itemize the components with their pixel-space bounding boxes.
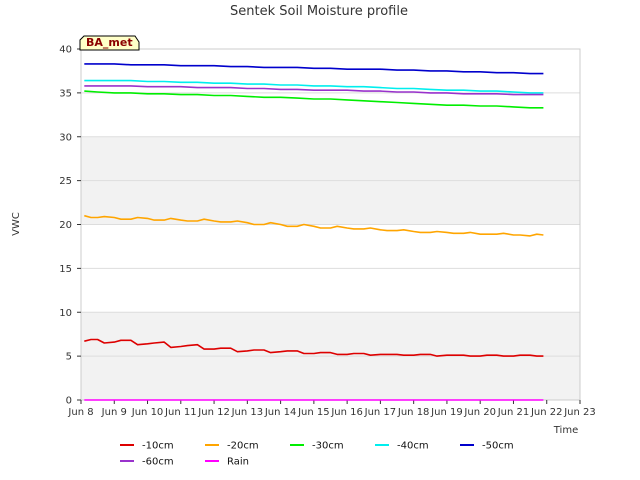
legend-label: -20cm <box>227 441 259 452</box>
plot-band <box>81 136 580 181</box>
x-tick-label: Jun 12 <box>197 407 230 418</box>
y-tick-label: 30 <box>59 132 72 143</box>
x-tick-label: Jun 10 <box>131 407 164 418</box>
x-tick-label: Jun 14 <box>264 407 297 418</box>
plot-band <box>81 356 580 400</box>
plot-band <box>81 312 580 357</box>
legend-label: -50cm <box>482 441 514 452</box>
x-tick-label: Jun 8 <box>67 407 93 418</box>
series-line-40cm <box>84 79 544 94</box>
y-tick-label: 5 <box>66 352 72 363</box>
y-tick-label: 20 <box>59 220 72 231</box>
y-tick-label: 40 <box>59 45 72 56</box>
x-tick-label: Jun 20 <box>463 407 496 418</box>
site-label: BA_met <box>86 36 133 49</box>
x-tick-label: Jun 17 <box>364 407 397 418</box>
series-line-20cm <box>84 214 544 237</box>
series-line-50cm <box>84 63 544 75</box>
series-line-10cm <box>84 338 544 357</box>
plot-band <box>81 224 580 269</box>
x-tick-label: Jun 15 <box>297 407 330 418</box>
x-tick-label: Jun 11 <box>164 407 197 418</box>
y-axis-title: VWC <box>11 212 22 236</box>
series-line-30cm <box>84 90 544 109</box>
y-tick-label: 35 <box>59 88 72 99</box>
x-tick-label: Jun 9 <box>101 407 127 418</box>
series-line-60cm <box>84 85 544 96</box>
plot-band <box>81 92 580 137</box>
legend-label: -60cm <box>142 457 174 468</box>
legend-label: -30cm <box>312 441 344 452</box>
x-tick-label: Jun 19 <box>430 407 463 418</box>
x-tick-label: Jun 23 <box>563 407 596 418</box>
legend-label: -10cm <box>142 441 174 452</box>
site-label-box: BA_met <box>79 35 140 51</box>
x-tick-label: Jun 16 <box>330 407 363 418</box>
x-tick-label: Jun 22 <box>530 407 563 418</box>
x-tick-label: Jun 21 <box>497 407 530 418</box>
y-tick-label: 10 <box>59 308 72 319</box>
y-tick-label: 15 <box>59 264 72 275</box>
y-tick-label: 0 <box>66 396 72 407</box>
x-tick-label: Jun 18 <box>397 407 430 418</box>
legend-label: -40cm <box>397 441 429 452</box>
legend-label: Rain <box>227 457 249 468</box>
series-lines <box>84 63 544 401</box>
y-tick-label: 25 <box>59 176 72 187</box>
plot-band <box>81 180 580 225</box>
plot-band <box>81 268 580 313</box>
x-axis-ticks: Jun 8 Jun 9 Jun 10 Jun 11 Jun 12 Jun 13 Jun 14… <box>67 400 596 418</box>
chart-title: Sentek Soil Moisture profile <box>230 4 408 19</box>
y-axis-ticks: 0 5 10 15 20 25 30 35 40 <box>59 45 81 407</box>
x-tick-label: Jun 13 <box>231 407 264 418</box>
x-axis-title: Time <box>553 425 578 436</box>
legend: -10cm -20cm -30cm -40cm -50cm -60cm Rain <box>120 441 514 468</box>
